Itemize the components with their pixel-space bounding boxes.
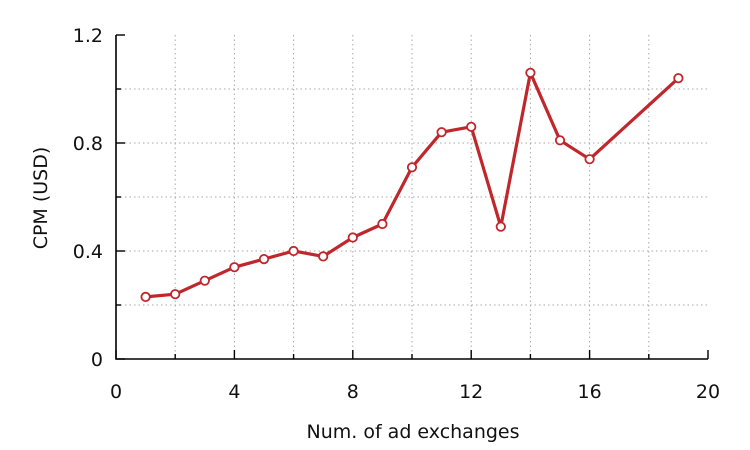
tick-marks — [115, 34, 709, 360]
data-point — [170, 289, 181, 300]
y-tick-label: 0 — [91, 349, 103, 371]
x-tick-labels: 0 4 8 12 16 20 — [110, 381, 720, 403]
data-point — [406, 162, 418, 173]
data-point — [258, 254, 270, 265]
data-point — [288, 245, 299, 257]
y-tick-labels: 0 0.4 0.8 1.2 — [73, 25, 103, 371]
y-tick-label: 0.4 — [73, 241, 103, 263]
data-point — [495, 221, 506, 232]
data-point — [525, 67, 536, 78]
y-tick-label: 1.2 — [73, 25, 103, 47]
data-point — [673, 73, 684, 84]
x-tick-label: 16 — [578, 381, 602, 403]
data-point — [229, 262, 240, 273]
data-point — [347, 232, 358, 243]
y-tick-label: 0.8 — [73, 133, 103, 155]
data-point — [466, 121, 477, 132]
data-point — [318, 251, 329, 262]
data-point — [584, 154, 595, 165]
data-point — [554, 135, 566, 146]
series-layer — [140, 67, 684, 302]
x-tick-label: 4 — [228, 381, 240, 403]
data-point — [199, 275, 210, 286]
grid-lines — [116, 35, 708, 359]
x-axis-label: Num. of ad exchanges — [306, 421, 519, 443]
data-point — [436, 127, 447, 138]
data-point — [140, 291, 151, 302]
x-tick-label: 0 — [110, 381, 122, 403]
x-tick-label: 8 — [347, 381, 359, 403]
y-axis-label: CPM (USD) — [30, 147, 52, 250]
x-tick-label: 20 — [696, 381, 720, 403]
x-tick-label: 12 — [459, 381, 483, 403]
data-point — [377, 218, 388, 230]
